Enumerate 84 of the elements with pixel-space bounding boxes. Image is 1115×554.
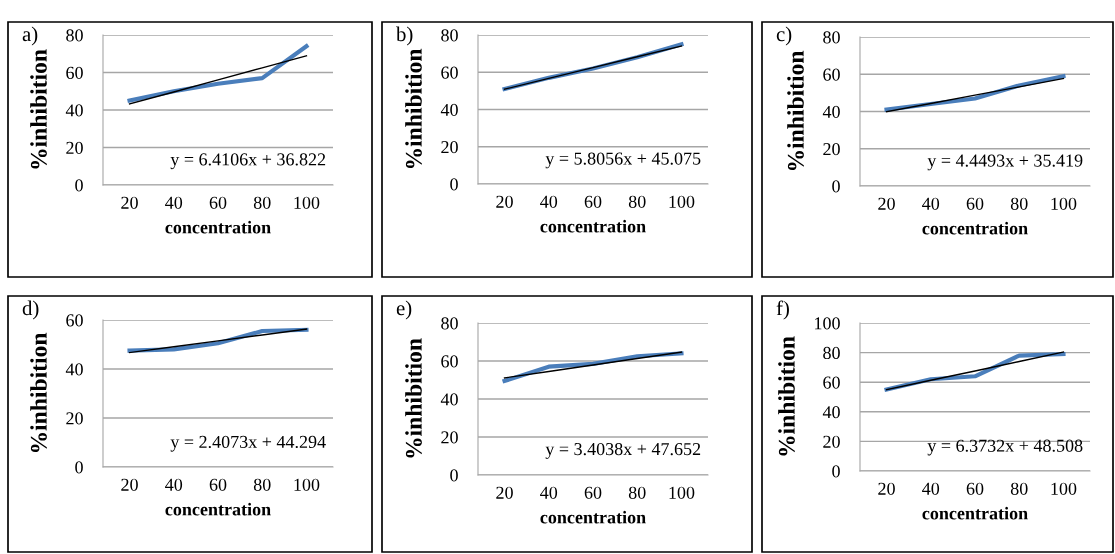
y-tick-label: 40	[440, 393, 458, 406]
x-axis-title: concentration	[540, 510, 646, 524]
y-tick-label: 0	[832, 465, 840, 478]
y-tick-label: 0	[832, 180, 840, 193]
x-tick-label: 80	[253, 196, 271, 209]
y-tick-label: 0	[75, 461, 83, 474]
x-axis-title: concentration	[922, 506, 1028, 520]
y-tick-label: 80	[441, 29, 458, 42]
x-tick-label: 40	[922, 197, 940, 210]
x-tick-label: 100	[294, 196, 320, 209]
x-axis-title: concentration	[540, 219, 646, 233]
y-tick-label: 40	[822, 406, 840, 419]
y-axis-title: %inhibition	[30, 49, 47, 169]
x-tick-label: 60	[209, 478, 227, 491]
y-tick-label: 80	[823, 31, 840, 44]
x-tick-label: 60	[584, 195, 602, 208]
y-tick-label: 80	[823, 346, 840, 360]
y-axis-title: %inhibition	[405, 338, 422, 458]
x-tick-label: 100	[294, 478, 320, 491]
y-tick-label: 20	[66, 412, 83, 425]
x-tick-label: 20	[496, 486, 513, 499]
x-tick-label: 20	[496, 195, 513, 208]
annotation: y = 5.8056x + 45.075	[545, 152, 701, 169]
x-tick-label: 100	[1051, 482, 1077, 495]
x-tick-label: 100	[1051, 197, 1077, 210]
x-tick-label: 80	[628, 486, 646, 499]
annotation: y = 6.3732x + 48.508	[927, 439, 1083, 456]
y-tick-label: 100	[815, 317, 840, 330]
text: d)	[22, 300, 39, 320]
x-tick-label: 60	[966, 197, 984, 210]
text: c)	[776, 26, 792, 46]
text: b)	[396, 26, 413, 46]
x-tick-label: 40	[922, 482, 940, 495]
y-tick-label: 20	[823, 143, 840, 156]
text: e)	[396, 300, 412, 320]
x-tick-label: 40	[165, 196, 183, 209]
y-tick-label: 60	[441, 66, 458, 79]
annotation: y = 3.4038x + 47.652	[545, 442, 701, 459]
text: a)	[22, 26, 38, 46]
x-tick-label: 40	[165, 478, 183, 491]
x-tick-label: 60	[966, 482, 984, 495]
y-tick-label: 40	[440, 103, 458, 116]
y-tick-label: 80	[441, 317, 458, 330]
y-tick-label: 60	[66, 66, 83, 79]
y-tick-label: 20	[823, 435, 840, 448]
x-tick-label: 80	[1010, 197, 1028, 210]
y-tick-label: 40	[822, 105, 840, 118]
y-axis-title: %inhibition	[30, 332, 47, 453]
x-tick-label: 20	[121, 196, 138, 209]
y-tick-label: 60	[823, 68, 840, 81]
x-axis-title: concentration	[165, 502, 271, 516]
x-tick-label: 20	[878, 482, 895, 495]
x-axis-title: concentration	[922, 221, 1028, 235]
y-tick-label: 0	[75, 179, 83, 192]
x-tick-label: 40	[540, 195, 558, 208]
x-tick-label: 60	[584, 486, 602, 499]
x-tick-label: 100	[669, 486, 695, 499]
y-tick-label: 20	[441, 431, 458, 444]
y-tick-label: 20	[66, 141, 83, 154]
y-tick-label: 0	[450, 469, 458, 482]
y-axis-title: %inhibition	[778, 336, 795, 456]
x-tick-label: 60	[209, 196, 227, 209]
y-tick-label: 40	[65, 104, 83, 117]
y-tick-label: 40	[65, 363, 83, 376]
x-axis-title: concentration	[165, 220, 271, 234]
y-axis-title: %inhibition	[405, 48, 422, 169]
x-tick-label: 80	[628, 195, 646, 208]
x-tick-label: 20	[121, 478, 138, 491]
x-tick-label: 80	[1010, 482, 1028, 495]
text: f)	[776, 300, 789, 320]
x-tick-label: 40	[540, 486, 558, 499]
x-tick-label: 80	[253, 478, 271, 491]
x-tick-label: 20	[878, 197, 895, 210]
y-tick-label: 20	[441, 141, 458, 154]
y-tick-label: 80	[66, 29, 83, 42]
y-axis-title: %inhibition	[787, 50, 804, 171]
y-tick-label: 60	[441, 355, 458, 368]
annotation: y = 4.4493x + 35.419	[927, 154, 1083, 171]
annotation: y = 6.4106x + 36.822	[170, 153, 326, 170]
y-tick-label: 60	[823, 376, 840, 389]
annotation: y = 2.4073x + 44.294	[170, 435, 326, 452]
x-tick-label: 100	[669, 195, 695, 208]
y-tick-label: 60	[66, 314, 83, 327]
y-tick-label: 0	[450, 178, 458, 191]
